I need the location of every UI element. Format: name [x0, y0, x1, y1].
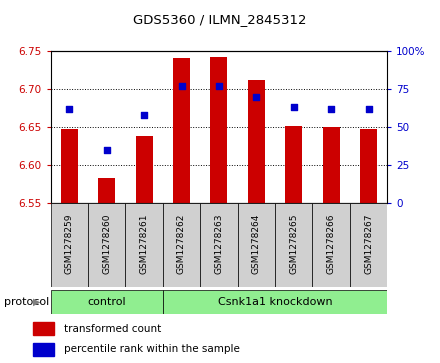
- Text: Csnk1a1 knockdown: Csnk1a1 knockdown: [218, 297, 332, 307]
- Bar: [98, 178, 115, 203]
- Text: GSM1278259: GSM1278259: [65, 213, 74, 274]
- Bar: [285, 126, 302, 203]
- Text: GSM1278265: GSM1278265: [289, 213, 298, 274]
- Point: [178, 83, 185, 89]
- Point: [103, 147, 110, 153]
- Bar: [51, 203, 88, 287]
- Text: GSM1278260: GSM1278260: [102, 213, 111, 274]
- Text: GSM1278267: GSM1278267: [364, 213, 373, 274]
- Point: [253, 94, 260, 99]
- Bar: [173, 58, 190, 203]
- Text: GDS5360 / ILMN_2845312: GDS5360 / ILMN_2845312: [133, 13, 307, 26]
- Bar: [323, 127, 340, 203]
- Bar: [33, 343, 55, 356]
- Text: percentile rank within the sample: percentile rank within the sample: [64, 344, 240, 354]
- Text: control: control: [88, 297, 126, 307]
- Bar: [88, 203, 125, 287]
- Bar: [210, 57, 227, 203]
- Bar: [200, 203, 238, 287]
- Bar: [163, 290, 387, 314]
- Bar: [136, 136, 153, 203]
- Point: [365, 106, 372, 112]
- Bar: [163, 203, 200, 287]
- Bar: [275, 203, 312, 287]
- Text: GSM1278262: GSM1278262: [177, 213, 186, 274]
- Bar: [360, 129, 377, 203]
- Bar: [238, 203, 275, 287]
- Bar: [61, 129, 78, 203]
- Bar: [33, 322, 55, 335]
- Point: [66, 106, 73, 112]
- Text: transformed count: transformed count: [64, 324, 161, 334]
- Bar: [51, 290, 163, 314]
- Bar: [248, 80, 265, 203]
- Point: [290, 104, 297, 110]
- Bar: [312, 203, 350, 287]
- Text: protocol: protocol: [4, 297, 50, 307]
- Point: [327, 106, 335, 112]
- Bar: [125, 203, 163, 287]
- Text: GSM1278264: GSM1278264: [252, 213, 261, 274]
- Bar: [350, 203, 387, 287]
- Text: GSM1278261: GSM1278261: [139, 213, 149, 274]
- Text: GSM1278266: GSM1278266: [326, 213, 336, 274]
- Point: [141, 112, 148, 118]
- Text: GSM1278263: GSM1278263: [214, 213, 224, 274]
- Point: [216, 83, 223, 89]
- Text: ▶: ▶: [33, 297, 40, 307]
